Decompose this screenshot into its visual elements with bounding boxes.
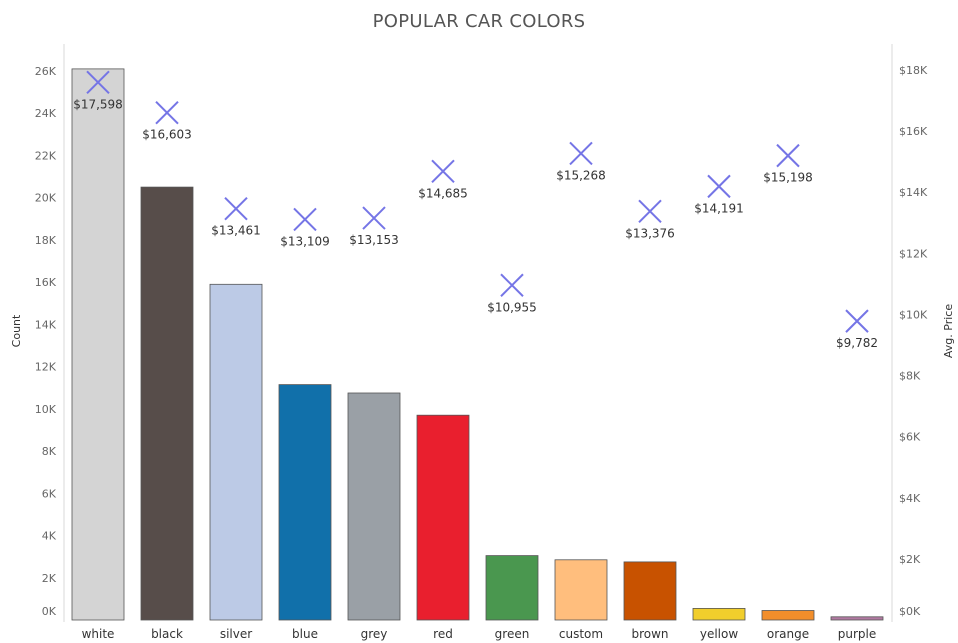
right-tick-label: $4K (899, 492, 921, 505)
right-axis-ticks: $0K $2K $4K $6K $8K $10K $12K $14K $16K $18K (899, 64, 928, 618)
left-tick-label: 24K (35, 107, 57, 120)
left-tick-label: 16K (35, 276, 57, 289)
right-tick-label: $0K (899, 605, 921, 618)
price-marker-yellow (707, 174, 731, 199)
price-marker-red (431, 159, 455, 183)
right-tick-label: $18K (899, 64, 928, 77)
left-tick-label: 4K (42, 530, 57, 543)
price-marker-brown (638, 199, 662, 223)
category-label-green: green (495, 627, 530, 641)
category-label-blue: blue (292, 627, 318, 641)
bar-silver (209, 283, 263, 621)
category-label-grey: grey (361, 627, 388, 641)
left-tick-label: 22K (35, 149, 57, 162)
price-marker-purple (845, 309, 869, 333)
category-label-yellow: yellow (700, 627, 738, 641)
left-tick-label: 0K (42, 605, 57, 618)
right-tick-label: $14K (899, 186, 928, 199)
category-label-brown: brown (631, 627, 668, 641)
right-tick-label: $16K (899, 125, 928, 138)
bar-green (485, 555, 539, 621)
right-tick-label: $2K (899, 553, 921, 566)
price-label-red: $14,685 (418, 186, 468, 200)
price-marker-green (500, 273, 524, 297)
price-label-green: $10,955 (487, 300, 537, 314)
bar-brown (623, 561, 677, 621)
price-marker-white (86, 70, 110, 94)
category-label-orange: orange (767, 627, 809, 641)
left-tick-label: 18K (35, 234, 57, 247)
left-tick-label: 8K (42, 445, 57, 458)
right-tick-label: $12K (899, 247, 928, 260)
price-label-orange: $15,198 (763, 171, 813, 185)
price-marker-custom (569, 141, 593, 166)
price-label-black: $16,603 (142, 128, 192, 142)
bar-yellow (692, 608, 746, 621)
bar-white (71, 68, 125, 621)
left-tick-label: 20K (35, 192, 57, 205)
bar-red (416, 414, 470, 621)
price-marker-black (155, 100, 179, 125)
right-tick-label: $10K (899, 308, 928, 321)
left-tick-label: 14K (35, 318, 57, 331)
bar-grey (347, 392, 401, 621)
bar-blue (278, 384, 332, 621)
price-label-grey: $13,153 (349, 233, 399, 247)
price-label-yellow: $14,191 (694, 201, 744, 215)
price-label-purple: $9,782 (836, 336, 878, 350)
left-tick-label: 26K (35, 65, 57, 78)
right-tick-label: $6K (899, 431, 921, 444)
price-marker-blue (293, 207, 317, 232)
category-label-red: red (433, 627, 453, 641)
right-tick-label: $8K (899, 370, 921, 383)
left-tick-label: 2K (42, 572, 57, 585)
chart-title: POPULAR CAR COLORS (373, 11, 586, 32)
price-label-blue: $13,109 (280, 234, 330, 248)
price-label-silver: $13,461 (211, 224, 261, 238)
category-label-custom: custom (559, 627, 603, 641)
price-label-brown: $13,376 (625, 226, 675, 240)
category-label-purple: purple (838, 627, 877, 641)
bar-orange (761, 610, 815, 621)
price-label-custom: $15,268 (556, 169, 606, 183)
left-tick-label: 10K (35, 403, 57, 416)
bar-custom (554, 559, 608, 621)
price-marker-silver (224, 196, 248, 221)
bar-series (71, 68, 884, 621)
bar-purple (830, 616, 884, 621)
left-tick-label: 12K (35, 361, 57, 374)
right-axis-title: Avg. Price (942, 304, 955, 358)
price-markers: $17,598 $16,603 $13,461 $13,109 $13,153 $14,6… (73, 70, 878, 350)
category-labels: white black silver blue grey red green custom br… (82, 627, 877, 641)
bar-black (140, 186, 194, 621)
price-marker-grey (362, 206, 386, 230)
left-tick-label: 6K (42, 487, 57, 500)
category-label-black: black (151, 627, 183, 641)
price-label-white: $17,598 (73, 97, 123, 111)
price-marker-orange (776, 143, 800, 168)
category-label-silver: silver (220, 627, 252, 641)
left-axis-ticks: 0K 2K 4K 6K 8K 10K 12K 14K 16K 18K 20K 22K 24K 26K (35, 65, 57, 618)
left-axis-title: Count (10, 314, 23, 347)
category-label-white: white (82, 627, 115, 641)
